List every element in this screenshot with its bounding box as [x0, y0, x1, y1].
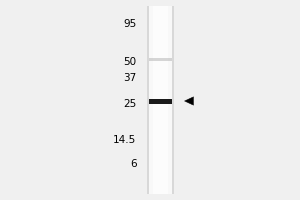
Text: 50: 50: [123, 57, 136, 67]
Polygon shape: [184, 97, 194, 105]
Bar: [153, 6, 168, 194]
Text: 25: 25: [123, 99, 136, 109]
Text: 14.5: 14.5: [113, 135, 136, 145]
Bar: [149, 6, 172, 194]
Bar: [147, 6, 174, 194]
Text: 37: 37: [123, 73, 136, 83]
Text: 95: 95: [123, 19, 136, 29]
Bar: [149, 58, 172, 61]
Bar: [149, 98, 172, 104]
Text: 6: 6: [130, 159, 136, 169]
